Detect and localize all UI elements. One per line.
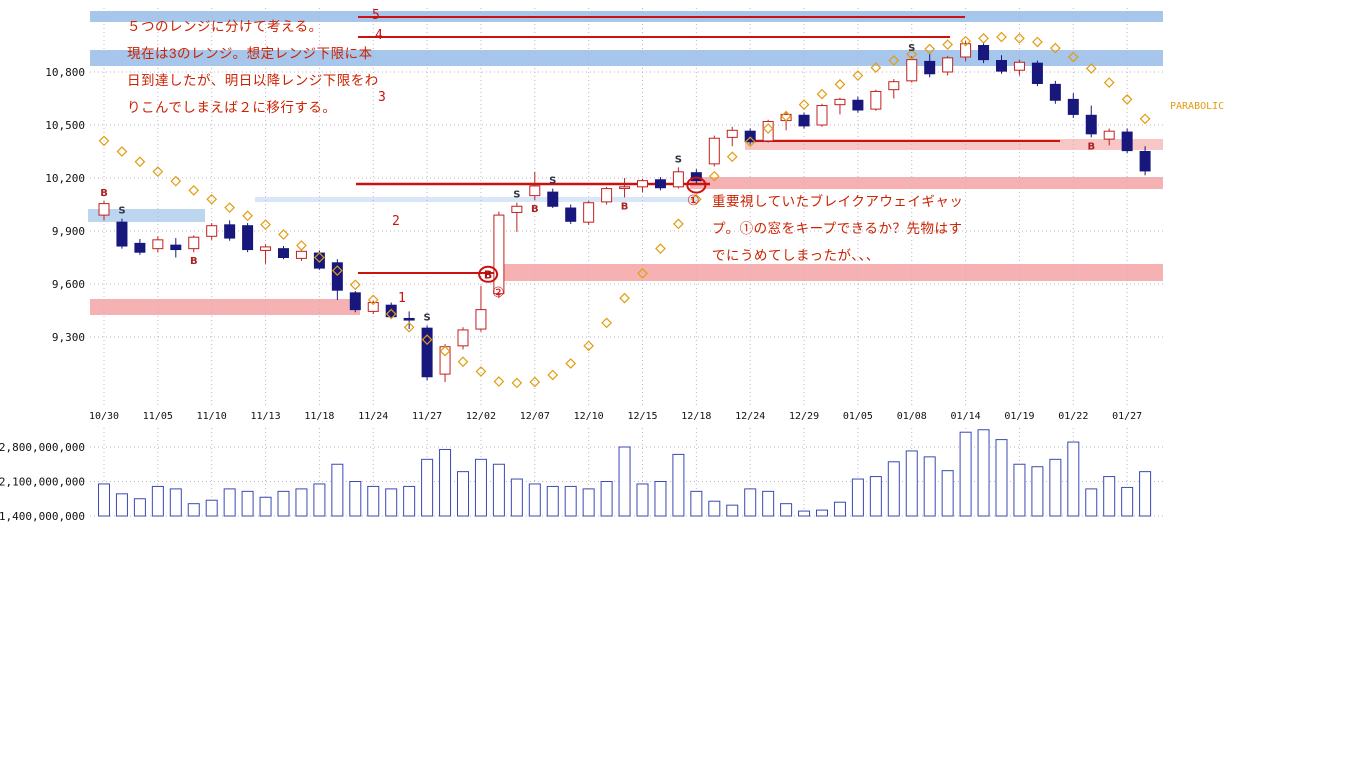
note-line: 重要視していたブレイクアウェイギャッ [712, 194, 964, 209]
breakaway-gap-note: 重要視していたブレイクアウェイギャッ プ。①の窓をキープできるか？先物はす でに… [712, 188, 963, 269]
candlesticks [98, 41, 1151, 383]
signal-B: B [100, 188, 108, 199]
svg-text:B: B [484, 268, 492, 281]
parabolic-sar-dots [98, 31, 1151, 389]
highlight-circles: B [478, 176, 707, 283]
price-tick-label: 10,200 [45, 172, 85, 185]
range-label-4: 4 [375, 28, 383, 43]
price-tick-label: 10,500 [45, 119, 85, 132]
date-label: 12/02 [466, 411, 496, 422]
signal-B: B [1087, 141, 1095, 152]
date-label: 12/24 [735, 411, 765, 422]
note-line: プ。①の窓をキープできるか？先物はす [712, 221, 963, 236]
parabolic-indicator-label: PARABOLIC [1170, 101, 1225, 112]
date-label: 12/29 [789, 411, 819, 422]
date-label: 11/18 [304, 411, 334, 422]
date-label: 11/05 [143, 411, 173, 422]
gap-circle-2-label: ② [492, 284, 505, 300]
date-label: 01/22 [1058, 411, 1088, 422]
axis-labels: 10,800 10,500 10,200 9,900 9,600 9,300 2,800,0… [0, 66, 1142, 523]
range-label-1: 1 [398, 291, 406, 306]
note-line: りこんでしまえば２に移行する。 [127, 100, 337, 115]
date-label: 01/14 [951, 411, 981, 422]
signal-S: S [513, 190, 520, 201]
signal-S: S [675, 154, 682, 165]
date-label: 12/10 [574, 411, 604, 422]
date-label: 11/27 [412, 411, 442, 422]
range-label-2: 2 [392, 214, 400, 229]
date-label: 11/24 [358, 411, 388, 422]
date-label: 01/05 [843, 411, 873, 422]
date-label: 12/07 [520, 411, 550, 422]
signal-B: B [621, 201, 629, 212]
signal-B: B [531, 204, 539, 215]
volume-tick-label: 2,100,000,000 [0, 476, 85, 489]
range-lines [356, 16, 1060, 274]
date-label: 11/10 [197, 411, 227, 422]
gap-circle-1-label: ① [687, 192, 700, 208]
price-tick-label: 10,800 [45, 66, 85, 79]
signal-S: S [423, 313, 430, 324]
price-tick-label: 9,600 [52, 278, 85, 291]
price-tick-label: 9,900 [52, 225, 85, 238]
range-label-5: 5 [372, 8, 380, 23]
date-label: 01/27 [1112, 411, 1142, 422]
date-label: 11/13 [250, 411, 280, 422]
signal-S: S [908, 43, 915, 54]
price-tick-label: 9,300 [52, 331, 85, 344]
date-label: 12/18 [681, 411, 711, 422]
note-line: 現在は3のレンジ。想定レンジ下限に本 [127, 46, 373, 61]
date-label: 01/08 [897, 411, 927, 422]
date-label: 12/15 [627, 411, 657, 422]
signal-S: S [549, 176, 556, 187]
date-label: 01/19 [1004, 411, 1034, 422]
signal-B: B [190, 256, 198, 267]
volume-bars [98, 429, 1152, 517]
note-line: ５つのレンジに分けて考える。 [127, 19, 323, 34]
volume-tick-label: 2,800,000,000 [0, 441, 85, 454]
signal-S: S [118, 206, 125, 217]
volume-tick-label: 1,400,000,000 [0, 510, 85, 523]
note-line: でにうめてしまったが、、、 [712, 248, 880, 263]
range-label-3: 3 [378, 90, 386, 105]
range-analysis-note: ５つのレンジに分けて考える。 現在は3のレンジ。想定レンジ下限に本 日到達したが… [127, 13, 379, 121]
note-line: 日到達したが、明日以降レンジ下限をわ [127, 73, 379, 88]
date-label: 10/30 [89, 411, 119, 422]
